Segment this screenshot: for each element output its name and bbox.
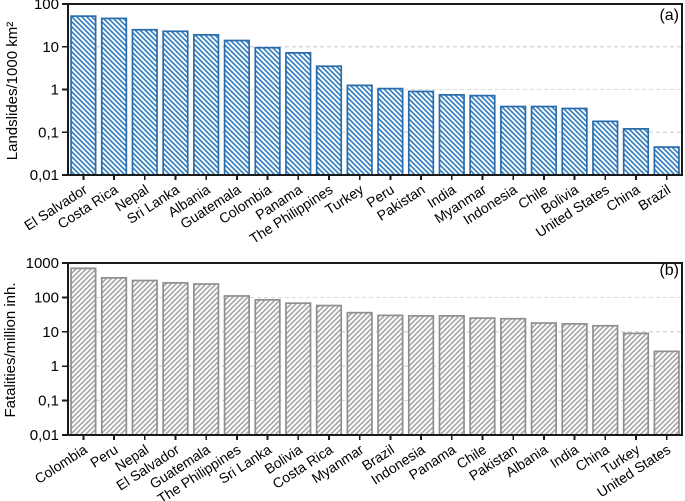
bar-bolivia xyxy=(285,302,312,436)
panel-a-letter: (a) xyxy=(659,7,679,24)
bar-colombia xyxy=(254,46,281,176)
bar-united-states xyxy=(653,350,680,436)
plot-frame xyxy=(67,262,683,436)
y-tick-label: 100 xyxy=(34,0,59,13)
bar-el-salvador xyxy=(70,15,97,176)
bar-sri-lanka xyxy=(254,298,281,436)
y-tick-label: 0,01 xyxy=(30,167,59,184)
bar-peru xyxy=(377,87,404,176)
x-tick-label-china: China xyxy=(603,181,643,214)
y-tick-label: 1 xyxy=(51,358,59,375)
y-tick-label: 10 xyxy=(42,39,59,56)
bar-the-philippines xyxy=(315,65,343,176)
bar-the-philippines xyxy=(223,295,250,436)
bar-pakistan xyxy=(407,90,435,176)
bar-nepal xyxy=(131,279,158,436)
bar-peru xyxy=(100,277,128,436)
bar-costa-rica xyxy=(315,304,343,436)
bar-myanmar xyxy=(346,311,373,436)
bar-nepal xyxy=(131,28,158,176)
bar-indonesia xyxy=(407,315,435,436)
bar-albania xyxy=(530,322,557,436)
bar-turkey xyxy=(622,332,650,436)
x-tick-label-brazil: Brazil xyxy=(635,181,673,213)
y-tick-label: 1000 xyxy=(26,255,59,272)
bar-turkey xyxy=(346,84,373,176)
bar-sri-lanka xyxy=(162,30,189,176)
y-tick-label: 100 xyxy=(34,289,59,306)
bar-china xyxy=(622,128,650,176)
panel-a-y-axis-label: Landslides/1000 km² xyxy=(4,21,21,161)
bar-panama xyxy=(438,315,465,436)
bar-brazil xyxy=(377,314,404,436)
y-tick-label: 0,01 xyxy=(30,427,59,444)
bar-chile xyxy=(530,105,557,176)
plot-frame xyxy=(67,3,683,176)
panel-b-letter: (b) xyxy=(659,262,679,279)
bar-bolivia xyxy=(561,107,588,176)
y-tick-label: 0,1 xyxy=(38,393,59,410)
bar-colombia xyxy=(70,267,97,436)
bar-pakistan xyxy=(500,317,527,436)
bar-guatemala xyxy=(193,283,220,436)
bar-el-salvador xyxy=(162,281,189,436)
bar-albania xyxy=(193,33,220,176)
bar-chile xyxy=(469,317,496,436)
bar-myanmar xyxy=(469,94,496,176)
panel-b-y-axis-label: Fatalities/million inh. xyxy=(2,282,19,418)
bar-indonesia xyxy=(500,105,527,176)
bar-brazil xyxy=(653,146,680,176)
bar-china xyxy=(592,324,619,436)
bar-india xyxy=(561,323,588,436)
bar-guatemala xyxy=(223,39,250,176)
x-tick-label-colombia: Colombia xyxy=(32,441,90,487)
y-tick-label: 10 xyxy=(42,324,59,341)
y-tick-label: 0,1 xyxy=(38,124,59,141)
bar-united-states xyxy=(592,120,619,176)
bar-panama xyxy=(285,51,312,176)
bar-india xyxy=(438,93,465,176)
y-tick-label: 1 xyxy=(51,82,59,99)
bar-costa-rica xyxy=(100,17,128,176)
